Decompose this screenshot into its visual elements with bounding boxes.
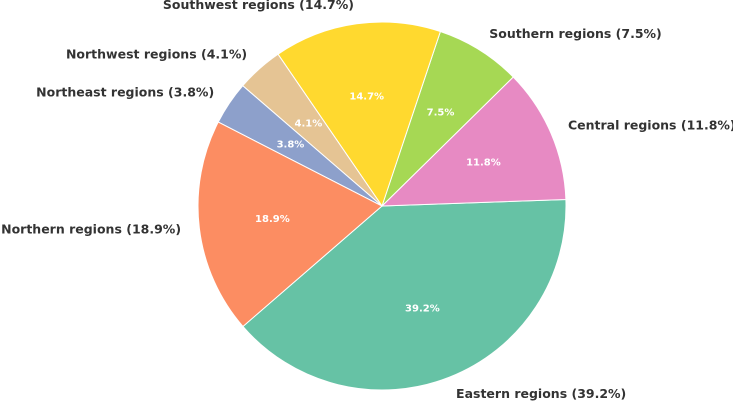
slice-value-label: 3.8% (277, 139, 305, 150)
slice-value-label: 18.9% (255, 214, 290, 225)
slice-label: Southern regions (7.5%) (489, 26, 662, 41)
slice-value-label: 4.1% (295, 119, 323, 130)
slice-label: Eastern regions (39.2%) (456, 386, 626, 401)
slice-label: Central regions (11.8%) (568, 118, 733, 133)
pie-slice (197, 121, 383, 328)
pie-slice (380, 76, 567, 207)
slice-value-label: 14.7% (349, 92, 384, 103)
slice-value-label: 7.5% (427, 107, 455, 118)
pie-slice (277, 21, 442, 208)
slice-value-label: 39.2% (405, 304, 440, 315)
slice-value-label: 11.8% (466, 157, 501, 168)
slice-label: Northeast regions (3.8%) (36, 84, 214, 99)
pie-slice (242, 198, 567, 391)
slice-label: Northern regions (18.9%) (1, 222, 181, 237)
slice-label: Southwest regions (14.7%) (163, 0, 354, 12)
slice-label: Northwest regions (4.1%) (66, 47, 247, 62)
